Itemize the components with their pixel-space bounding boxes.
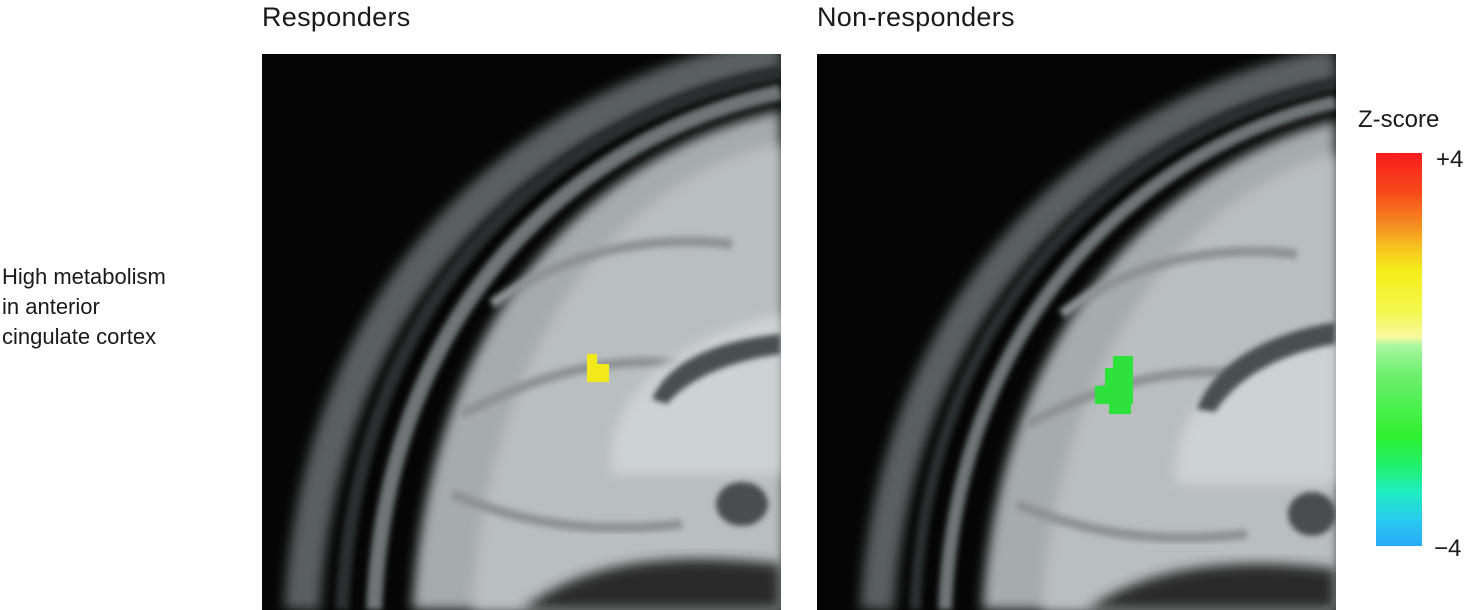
row-label-line-1: High metabolism [2, 264, 166, 289]
row-label-line-3: cingulate cortex [2, 324, 157, 349]
panel-title-non-responders: Non-responders [817, 2, 1015, 32]
colorbar-min-label: −4 [1434, 535, 1462, 562]
mri-scan-non-responders [817, 54, 1336, 610]
colorbar [1376, 153, 1422, 546]
activation-cluster-non-responders [1095, 356, 1133, 414]
activation-cluster-responders [587, 354, 609, 382]
colorbar-max-label: +4 [1436, 146, 1464, 173]
panel-title-responders: Responders [262, 2, 411, 32]
colorbar-title: Z-score [1358, 106, 1440, 133]
row-label-line-2: in anterior [2, 294, 100, 319]
mri-scan-responders [262, 54, 781, 610]
row-label: High metabolism in anterior cingulate co… [2, 262, 242, 352]
